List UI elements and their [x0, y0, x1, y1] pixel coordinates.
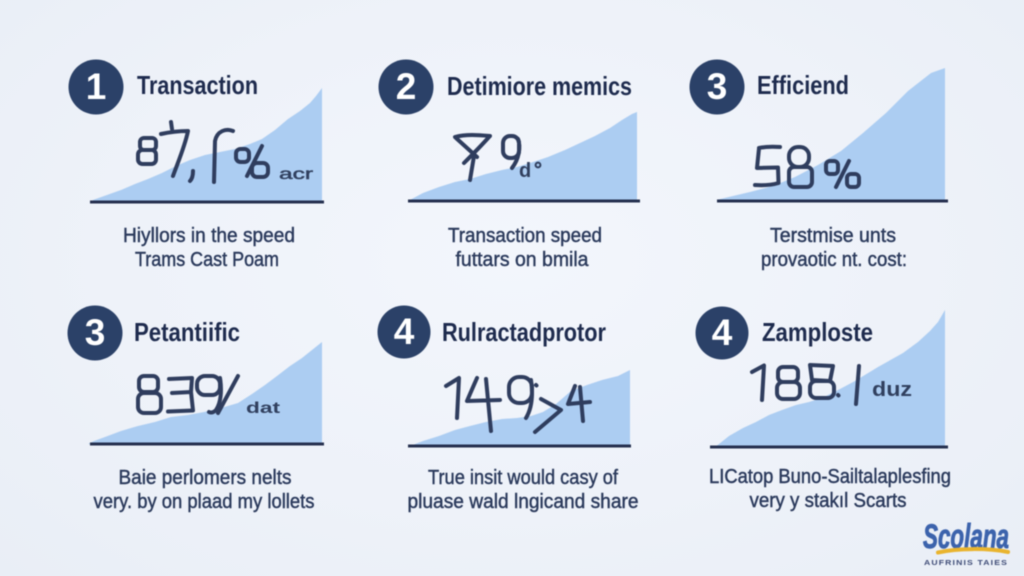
svg-text:True insit would casy of: True insit would casy of [428, 467, 618, 489]
svg-text:3: 3 [707, 66, 728, 107]
svg-text:LICatop Buno-Sailtalaplesfing: LICatop Buno-Sailtalaplesfing [709, 466, 951, 488]
svg-text:d: d [519, 160, 531, 182]
svg-text:Baie perlomers nelts: Baie perlomers nelts [119, 467, 292, 489]
svg-text:provaotic nt. cost:: provaotic nt. cost: [761, 249, 907, 271]
svg-text:Transaction speed: Transaction speed [448, 225, 602, 247]
svg-text:AUFRINIS TAIES: AUFRINIS TAIES [924, 558, 1008, 567]
svg-text:4: 4 [712, 312, 733, 353]
svg-text:pluase wald lngicand share: pluase wald lngicand share [408, 491, 639, 513]
svg-text:very y stakıl Scarts: very y stakıl Scarts [750, 490, 907, 512]
svg-text:Detimiore memics: Detimiore memics [447, 71, 632, 101]
svg-text:Hiyllors in the speed: Hiyllors in the speed [123, 225, 295, 247]
svg-text:Petantiific: Petantiific [134, 317, 240, 347]
svg-text:1: 1 [86, 66, 107, 107]
svg-text:acr: acr [279, 166, 314, 183]
svg-text:Scolana: Scolana [923, 518, 1009, 556]
svg-text:Transaction: Transaction [137, 70, 258, 100]
svg-text:4: 4 [394, 311, 415, 352]
svg-text:Efficiend: Efficiend [757, 70, 849, 100]
svg-text:Zamploste: Zamploste [762, 317, 873, 347]
svg-text:futtars on bmila: futtars on bmila [456, 249, 590, 271]
svg-text:Rulractadprotor: Rulractadprotor [442, 317, 606, 347]
svg-text:dat: dat [246, 400, 281, 417]
svg-text:Trams Cast Poam: Trams Cast Poam [135, 249, 279, 271]
svg-text:Terstmise unts: Terstmise unts [770, 225, 896, 247]
svg-text:very. by on plaad my lollets: very. by on plaad my lollets [94, 491, 315, 513]
svg-text:3: 3 [85, 312, 106, 353]
svg-text:2: 2 [396, 66, 417, 107]
svg-text:duz: duz [872, 379, 912, 401]
